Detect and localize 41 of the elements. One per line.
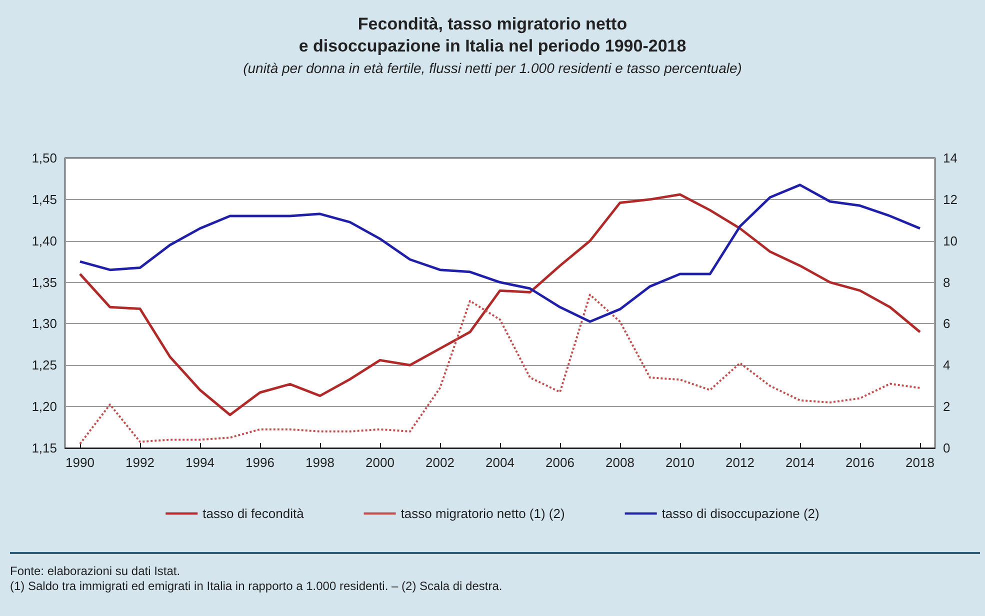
x-tick-label: 2012 [726, 455, 754, 470]
x-tick-label: 2018 [906, 455, 934, 470]
y2-tick-label: 0 [943, 440, 950, 456]
x-tick-label: 2016 [846, 455, 874, 470]
x-tick-label: 2014 [786, 455, 814, 470]
x-tick-label: 1998 [306, 455, 334, 470]
chart-subtitle: (unità per donna in età fertile, flussi netti per 1.000 residenti e tasso percentuale) [243, 60, 742, 76]
y2-tick-label: 10 [943, 233, 958, 248]
x-tick-label: 2002 [426, 455, 454, 470]
y2-tick-label: 14 [943, 150, 958, 166]
y2-tick-label: 12 [943, 192, 958, 207]
x-tick-label: 1992 [126, 455, 154, 470]
chart-title: Fecondità, tasso migratorio netto e disoccupazione in Italia nel periodo 1990-2018 [298, 14, 686, 56]
x-tick-label: 1990 [66, 455, 94, 470]
y-tick-label: 1,15 [32, 440, 57, 456]
y2-tick-label: 4 [943, 358, 950, 373]
legend-label: tasso migratorio netto (1) (2) [400, 506, 565, 521]
x-tick-label: 2010 [666, 455, 694, 470]
y-tick-label: 1,40 [32, 233, 57, 248]
y2-tick-label: 6 [943, 316, 950, 332]
y-tick-label: 1,50 [32, 150, 57, 166]
line-series [78, 193, 922, 416]
x-tick-label: 2008 [606, 455, 634, 470]
text: (1) Saldo tra immigrati ed emigrati in Italia in rapporto a 1.000 residenti. – (2) Scala di destra. [10, 579, 504, 594]
source-note: Fonte: elaborazioni su dati Istat. [10, 564, 182, 579]
line-series [78, 184, 922, 323]
y2-tick-label: 2 [943, 399, 950, 414]
x-tick-label: 2006 [546, 455, 574, 470]
legend-label: tasso di fecondità [202, 506, 305, 521]
y-tick-label: 1,35 [32, 274, 57, 290]
y-tick-label: 1,20 [32, 399, 57, 414]
y-tick-label: 1,25 [32, 358, 57, 373]
x-tick-label: 1996 [246, 455, 274, 470]
y-tick-label: 1,30 [32, 316, 57, 332]
x-tick-label: 2004 [486, 455, 514, 470]
y2-tick-label: 8 [943, 274, 950, 290]
legend-label: tasso di disoccupazione (2) [662, 506, 820, 521]
x-tick-label: 1994 [186, 455, 214, 470]
line-series [79, 294, 921, 445]
y-tick-label: 1,45 [32, 192, 57, 207]
x-tick-label: 2000 [366, 455, 394, 470]
